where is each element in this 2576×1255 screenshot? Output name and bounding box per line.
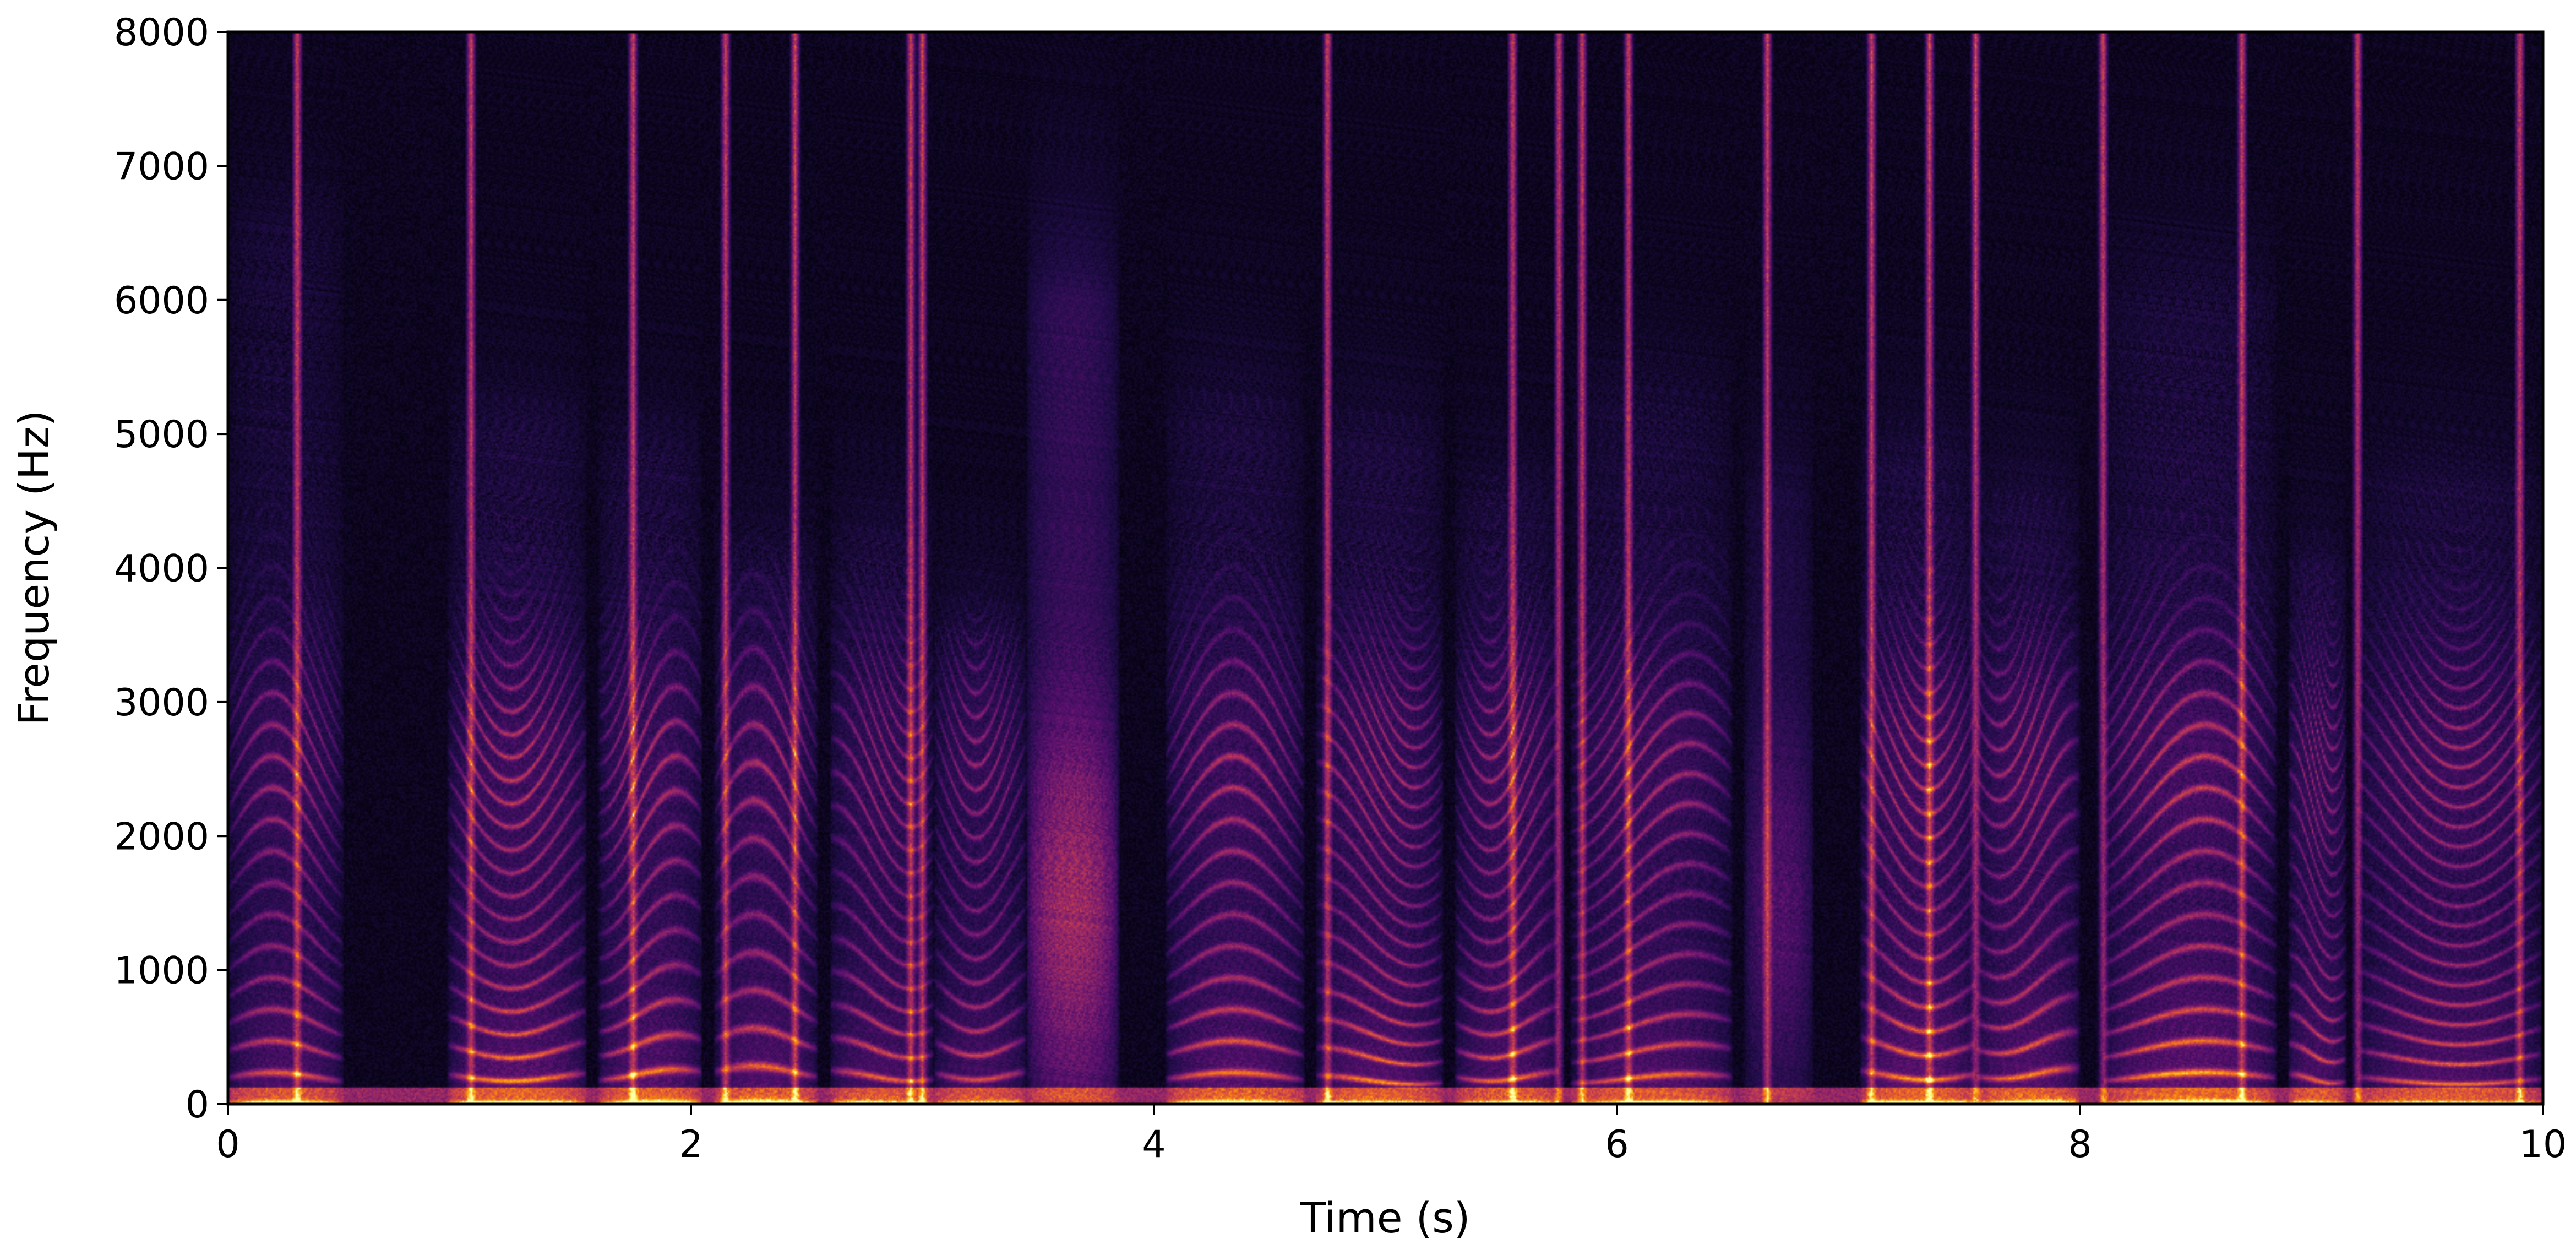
y-tick-label: 3000 [114,681,209,725]
x-tick-label: 8 [2068,1123,2092,1166]
y-tick-label: 4000 [114,547,209,591]
y-tick-label: 7000 [114,145,209,188]
y-tick-label: 8000 [114,11,209,55]
x-axis-label: Time (s) [1299,1193,1470,1242]
x-tick-label: 10 [2519,1123,2567,1166]
x-tick-label: 2 [679,1123,702,1166]
y-tick-label: 6000 [114,279,209,323]
x-tick-label: 4 [1142,1123,1166,1166]
x-axis: 0 2 4 6 8 10 [216,1104,2567,1166]
y-axis: 0 1000 2000 3000 4000 5000 6000 7000 8000 [114,11,228,1127]
y-axis-label: Frequency (Hz) [9,410,58,725]
y-tick-label: 0 [186,1083,209,1127]
y-tick-label: 1000 [114,949,209,993]
spectrogram-heatmap [228,32,2543,1104]
x-tick-label: 6 [1605,1123,1629,1166]
y-tick-label: 5000 [114,413,209,457]
y-tick-label: 2000 [114,815,209,859]
x-tick-label: 0 [216,1123,239,1166]
spectrogram-plot-area [228,32,2543,1104]
